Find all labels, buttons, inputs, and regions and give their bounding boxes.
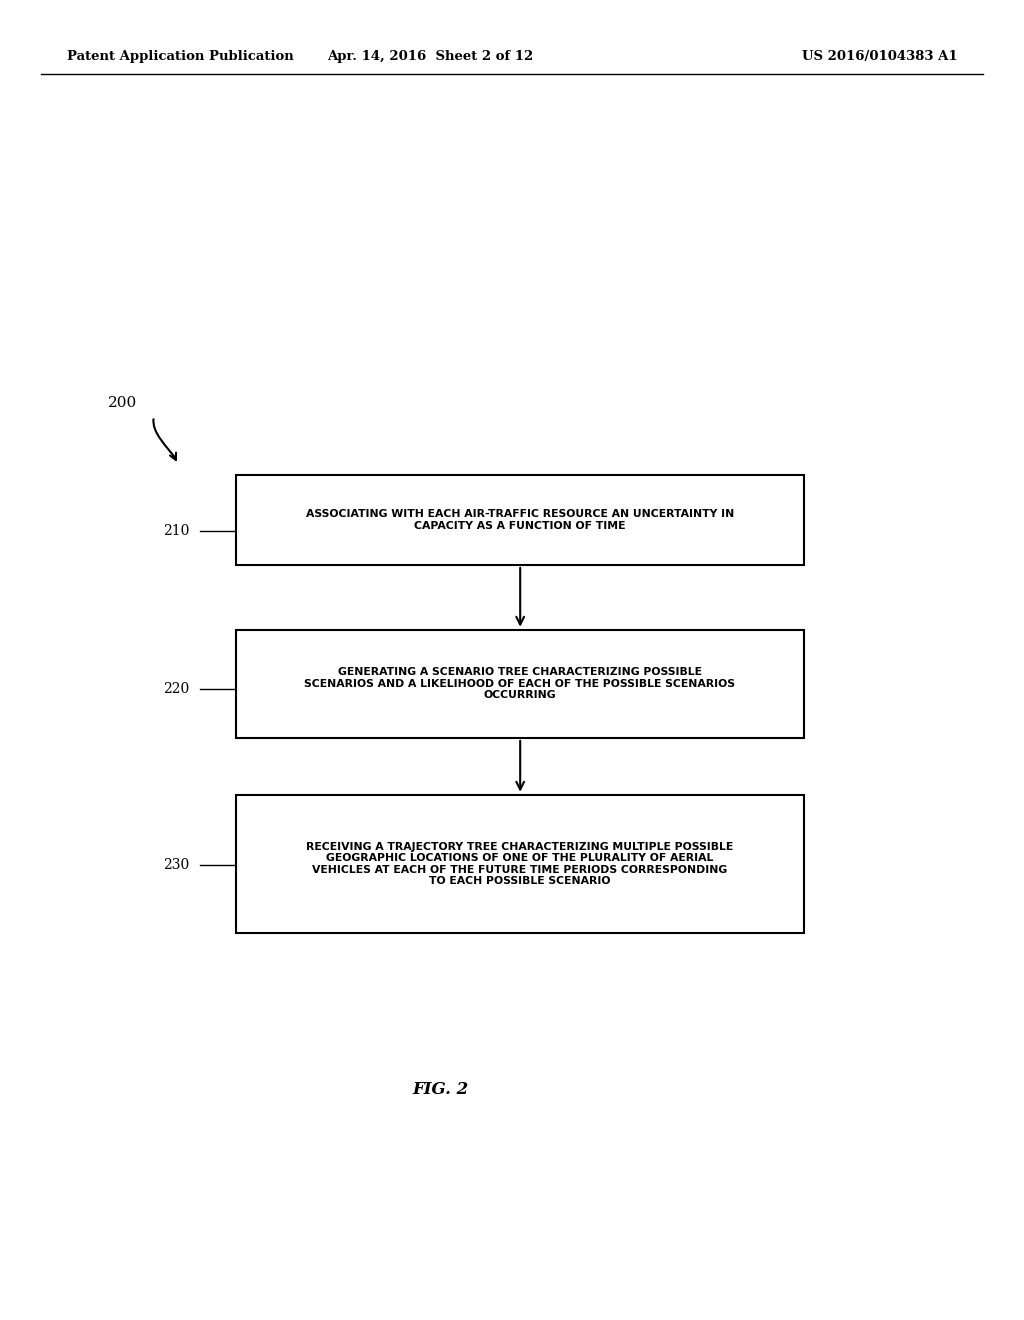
Text: 210: 210 <box>163 524 189 537</box>
Text: Patent Application Publication: Patent Application Publication <box>67 50 293 63</box>
Text: GENERATING A SCENARIO TREE CHARACTERIZING POSSIBLE
SCENARIOS AND A LIKELIHOOD OF: GENERATING A SCENARIO TREE CHARACTERIZIN… <box>304 667 735 701</box>
Bar <box>236 795 804 933</box>
Text: RECEIVING A TRAJECTORY TREE CHARACTERIZING MULTIPLE POSSIBLE
GEOGRAPHIC LOCATION: RECEIVING A TRAJECTORY TREE CHARACTERIZI… <box>306 842 733 886</box>
Text: Apr. 14, 2016  Sheet 2 of 12: Apr. 14, 2016 Sheet 2 of 12 <box>327 50 534 63</box>
Text: 230: 230 <box>163 858 189 871</box>
Text: FIG. 2: FIG. 2 <box>413 1081 468 1097</box>
Text: ASSOCIATING WITH EACH AIR-TRAFFIC RESOURCE AN UNCERTAINTY IN
CAPACITY AS A FUNCT: ASSOCIATING WITH EACH AIR-TRAFFIC RESOUR… <box>305 510 734 531</box>
Bar <box>236 630 804 738</box>
Text: 220: 220 <box>163 682 189 696</box>
Bar <box>236 475 804 565</box>
Text: 200: 200 <box>108 396 137 409</box>
Text: US 2016/0104383 A1: US 2016/0104383 A1 <box>802 50 957 63</box>
